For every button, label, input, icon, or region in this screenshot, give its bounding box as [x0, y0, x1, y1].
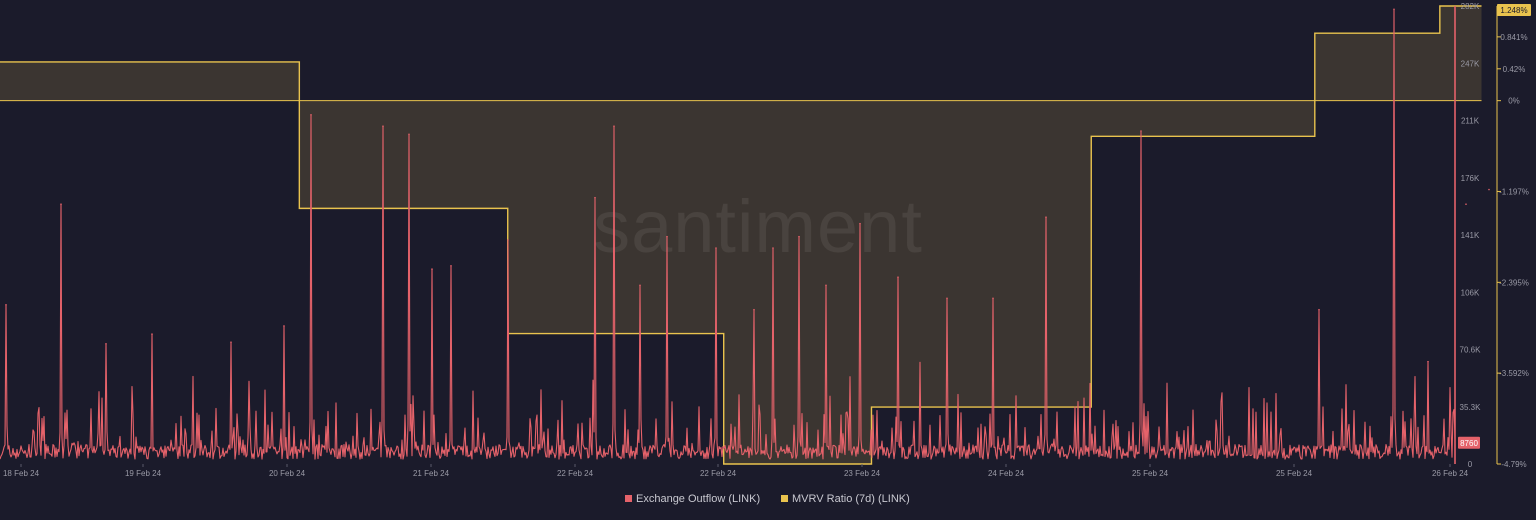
- outflow-tick-label: 176K: [1461, 174, 1480, 183]
- mvrv-tick-label: -1.197%: [1499, 187, 1529, 196]
- outflow-current-value: 8760: [1460, 439, 1478, 448]
- x-tick-label: 25 Feb 24: [1276, 469, 1313, 478]
- mvrv-series: [0, 5, 1482, 465]
- x-tick-label: 19 Feb 24: [125, 469, 162, 478]
- x-tick-label: 22 Feb 24: [557, 469, 594, 478]
- axes: 18 Feb 24 19 Feb 24 20 Feb 24 21 Feb 24 22 F…: [3, 2, 1531, 478]
- legend-label-outflow: Exchange Outflow (LINK): [636, 493, 760, 505]
- legend-swatch-outflow: [625, 495, 632, 502]
- mvrv-current-value: 1.248%: [1500, 6, 1527, 15]
- legend: Exchange Outflow (LINK) MVRV Ratio (7d) (…: [625, 493, 910, 505]
- watermark-text: santiment: [593, 185, 923, 268]
- exchange-outflow-series: [0, 6, 1490, 464]
- x-tick-label: 26 Feb 24: [1432, 469, 1469, 478]
- mvrv-area: [0, 6, 1482, 464]
- mvrv-tick-label: 0.841%: [1500, 33, 1527, 42]
- outflow-current-badge: [1458, 436, 1480, 449]
- outflow-tick-label: 70.6K: [1460, 346, 1482, 355]
- outflow-line: [0, 8, 1456, 460]
- x-tick-label: 22 Feb 24: [700, 469, 737, 478]
- mvrv-tick-label: 0%: [1508, 97, 1520, 106]
- outflow-tick-label: 282K: [1461, 2, 1480, 11]
- x-tick-label: 21 Feb 24: [413, 469, 450, 478]
- x-tick-label: 18 Feb 24: [3, 469, 40, 478]
- x-tick-label: 24 Feb 24: [988, 469, 1025, 478]
- mvrv-tick-label: -4.79%: [1501, 460, 1526, 469]
- x-tick-label: 23 Feb 24: [844, 469, 881, 478]
- outflow-tick-label: 211K: [1461, 117, 1480, 126]
- outflow-tick-label: 141K: [1461, 231, 1480, 240]
- outflow-tick-label: 247K: [1461, 59, 1480, 68]
- legend-label-mvrv: MVRV Ratio (7d) (LINK): [792, 493, 910, 505]
- outflow-peak-point: [1488, 188, 1490, 191]
- outflow-tick-label: 0: [1468, 460, 1473, 469]
- outflow-peak-point: [1465, 203, 1467, 205]
- x-tick-label: 20 Feb 24: [269, 469, 306, 478]
- mvrv-current-badge: [1497, 4, 1531, 16]
- legend-swatch-mvrv: [781, 495, 788, 502]
- mvrv-tick-label: 0.42%: [1503, 65, 1526, 74]
- outflow-tick-label: 35.3K: [1460, 403, 1482, 412]
- outflow-tick-label: 106K: [1461, 288, 1480, 297]
- mvrv-tick-label: -2.395%: [1499, 278, 1529, 287]
- mvrv-tick-label: -3.592%: [1499, 369, 1529, 378]
- x-tick-label: 25 Feb 24: [1132, 469, 1169, 478]
